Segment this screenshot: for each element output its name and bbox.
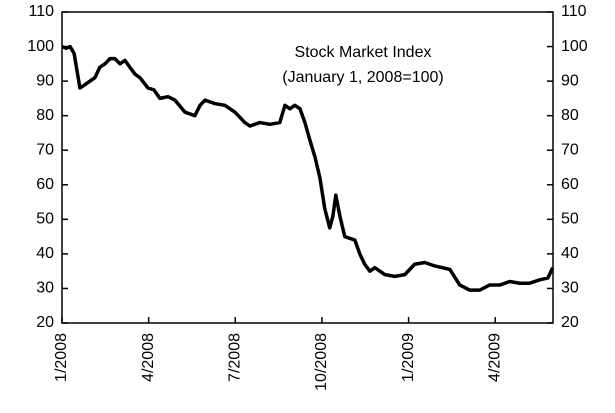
x-tick-label: 4/2009 — [486, 333, 503, 382]
y-tick-label: 60 — [36, 176, 54, 193]
y-tick-label: 100 — [27, 38, 54, 55]
y-tick-label: 20 — [36, 314, 54, 331]
y-tick-label: 30 — [36, 280, 54, 297]
y-tick-label: 40 — [36, 245, 54, 262]
y-tick-label: 50 — [36, 211, 54, 228]
y2-tick-label: 100 — [561, 38, 588, 55]
y2-tick-label: 30 — [561, 280, 579, 297]
y-tick-label: 70 — [36, 141, 54, 158]
y2-tick-label: 40 — [561, 245, 579, 262]
x-tick-label: 1/2008 — [53, 333, 70, 382]
chart-title: Stock Market Index — [295, 44, 432, 61]
y-tick-label: 80 — [36, 107, 54, 124]
y-tick-label: 90 — [36, 72, 54, 89]
y-tick-label: 110 — [28, 3, 54, 20]
y2-tick-label: 90 — [561, 72, 579, 89]
y2-tick-label: 50 — [561, 211, 579, 228]
chart-subtitle: (January 1, 2008=100) — [282, 69, 443, 86]
x-tick-label: 10/2008 — [313, 333, 330, 391]
y2-tick-label: 20 — [561, 314, 579, 331]
plot-frame — [61, 11, 554, 324]
y2-tick-label: 80 — [561, 107, 579, 124]
y2-tick-label: 60 — [561, 176, 579, 193]
x-tick-label: 1/2009 — [400, 333, 417, 382]
y2-tick-label: 70 — [561, 141, 579, 158]
x-tick-label: 7/2008 — [227, 333, 244, 382]
line — [61, 44, 555, 292]
x-tick-label: 4/2008 — [140, 333, 157, 382]
y2-tick-label: 110 — [561, 3, 587, 20]
